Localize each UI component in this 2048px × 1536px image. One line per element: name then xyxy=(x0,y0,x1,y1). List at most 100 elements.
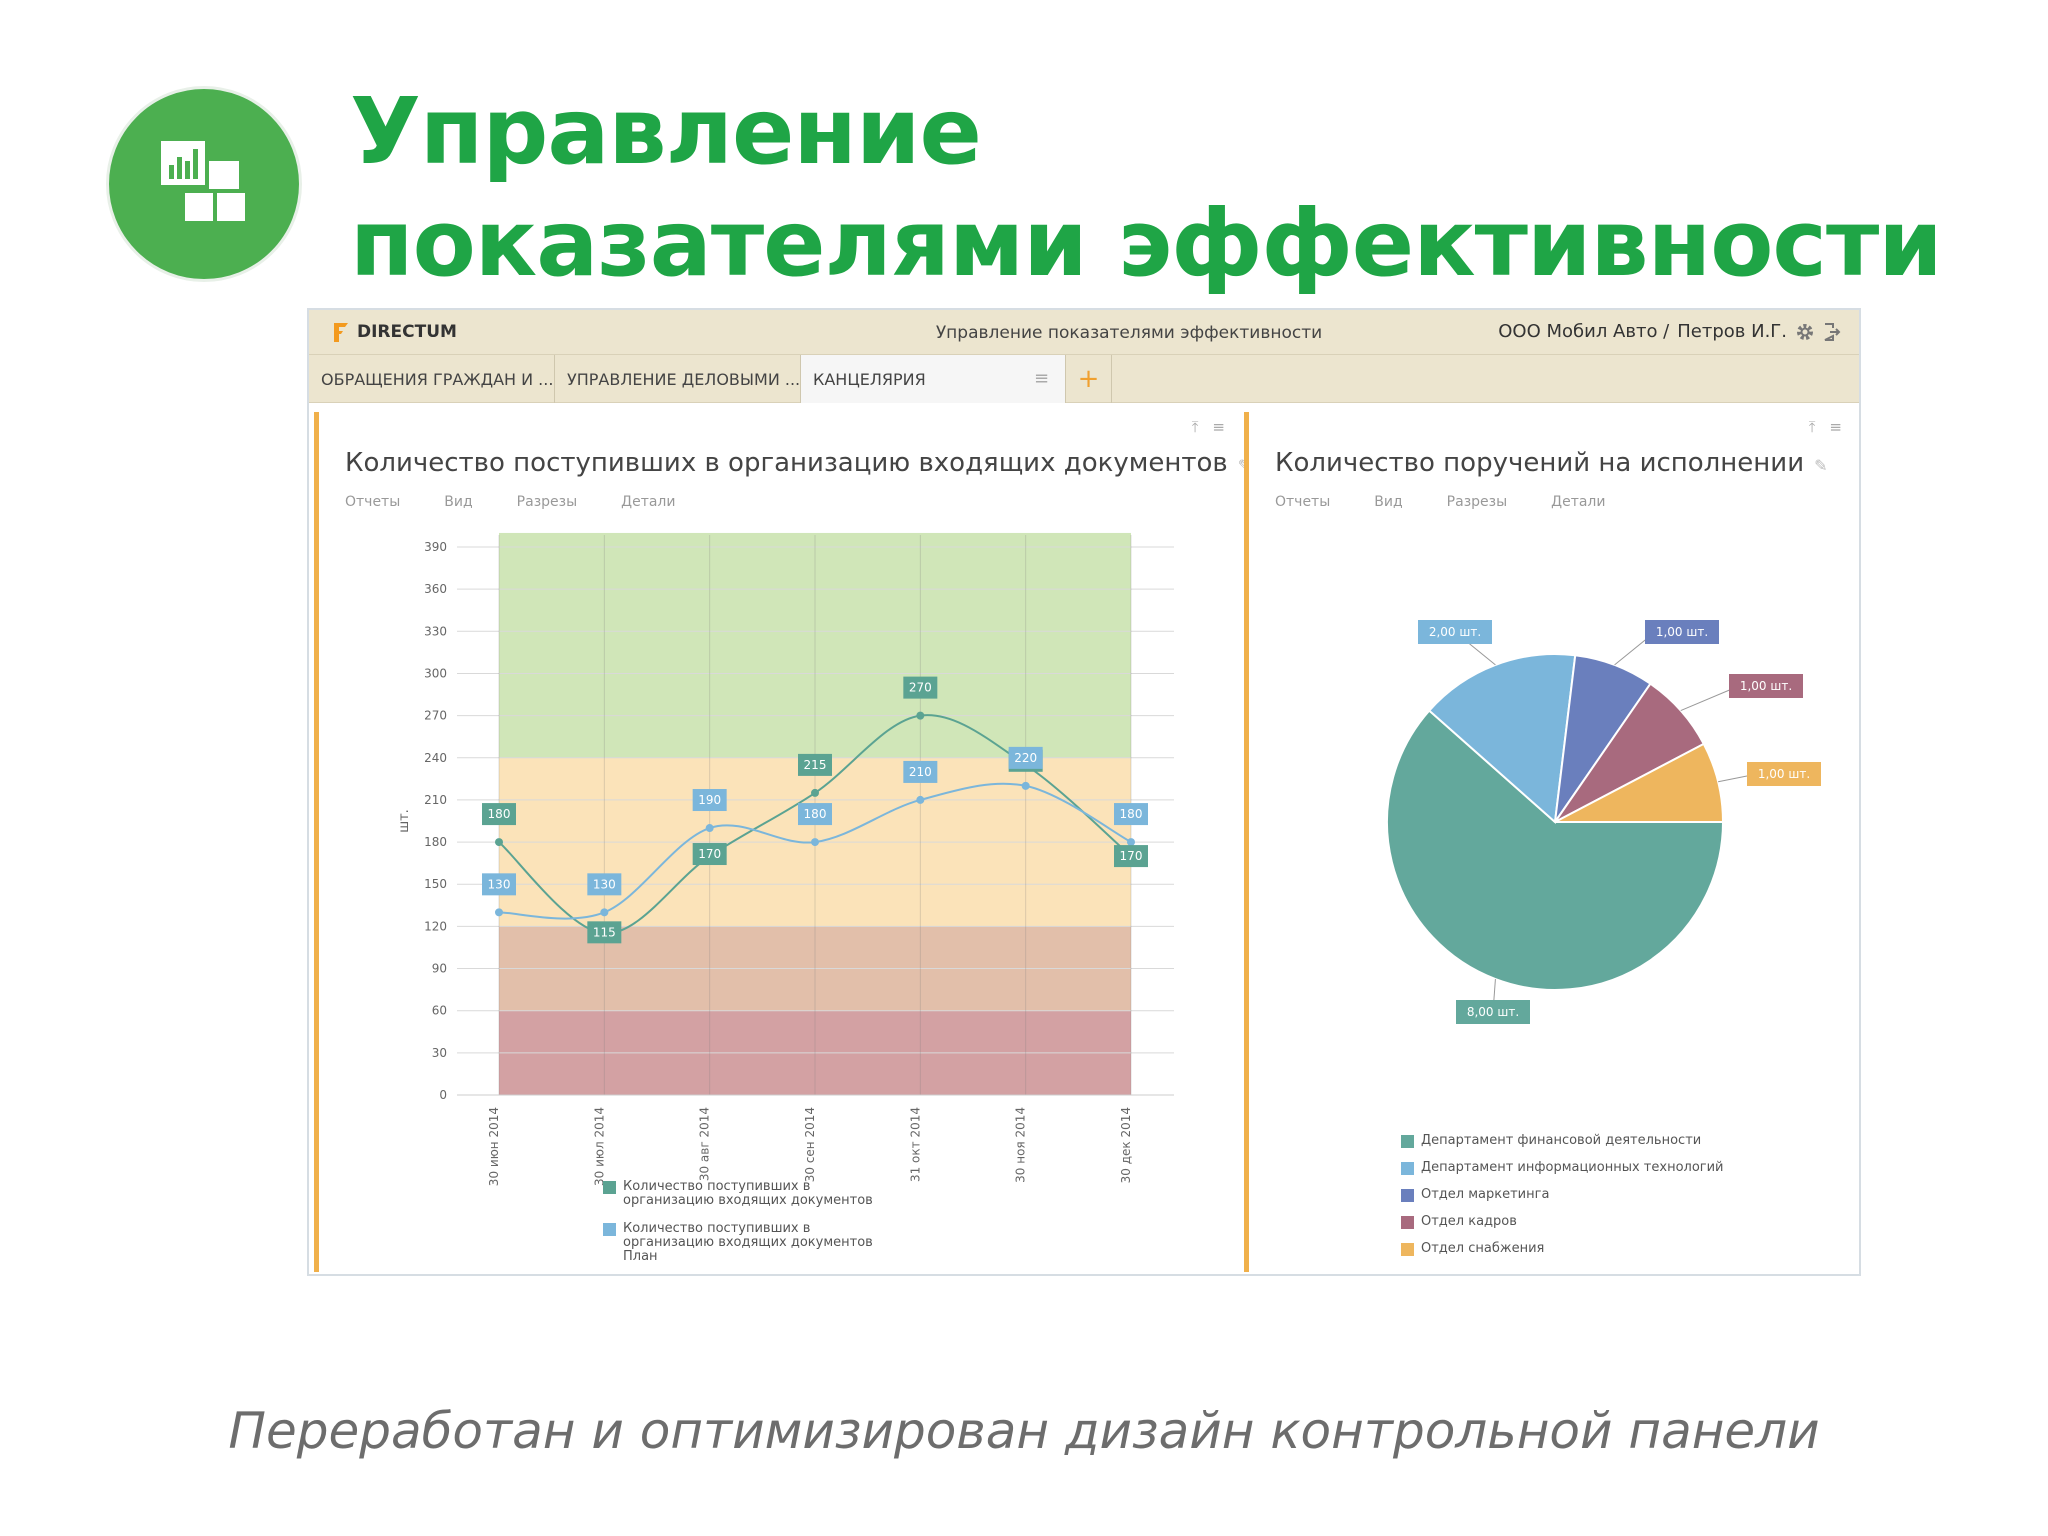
data-label-box xyxy=(692,789,727,812)
legend-item[interactable]: Отдел кадров xyxy=(1401,1215,1517,1229)
legend-label: Департамент финансовой деятельности xyxy=(1421,1133,1702,1148)
menu-reports[interactable]: Отчеты xyxy=(1275,494,1331,510)
data-point xyxy=(811,788,819,797)
menu-view[interactable]: Вид xyxy=(1374,494,1403,510)
data-label-box xyxy=(798,753,832,776)
app-window: DIRECTUM Управление показателями эффекти… xyxy=(307,308,1861,1276)
pie-label-box xyxy=(1645,620,1719,644)
legend-item[interactable]: Департамент информационных технологий xyxy=(1401,1161,1724,1175)
legend-item-actual[interactable]: Количество поступивших в организацию вхо… xyxy=(603,1180,903,1208)
threshold-band xyxy=(499,532,1131,758)
legend-swatch xyxy=(1401,1216,1414,1229)
data-label-box xyxy=(692,843,727,866)
data-point xyxy=(1127,838,1135,847)
data-label: 170 xyxy=(1120,849,1143,863)
widget-menu: Отчеты Вид Разрезы Детали xyxy=(1275,494,1649,510)
tab-menu-icon[interactable]: ≡ xyxy=(1034,368,1050,389)
y-tick-label: 30 xyxy=(432,1046,447,1060)
user-name[interactable]: Петров И.Г. xyxy=(1677,321,1787,342)
brand-logo[interactable]: DIRECTUM xyxy=(331,321,457,343)
x-tick-label: 31 окт 2014 xyxy=(908,1107,922,1182)
pie-label: 1,00 шт. xyxy=(1758,767,1810,781)
tab-chancery-label: КАНЦЕЛЯРИЯ xyxy=(813,369,926,389)
data-point xyxy=(495,908,503,917)
menu-slices[interactable]: Разрезы xyxy=(516,494,578,510)
data-label-box xyxy=(587,873,622,896)
gear-icon[interactable] xyxy=(1795,322,1815,342)
pin-icon[interactable]: ⤒ xyxy=(1808,418,1816,436)
pie-slice xyxy=(1386,709,1725,991)
legend-swatch xyxy=(603,1181,616,1194)
widget-title-text: Количество поручений на исполнении xyxy=(1275,448,1805,478)
line-chart: 0 30 60 90 120 150 180 210 240 270 300 330 360 390 шт.… xyxy=(397,532,1174,1186)
data-label-box xyxy=(903,676,938,699)
tab-bar: ОБРАЩЕНИЯ ГРАЖДАН И ... УПРАВЛЕНИЕ ДЕЛОВ… xyxy=(309,355,1859,403)
legend-item[interactable]: Отдел снабжения xyxy=(1401,1242,1544,1256)
y-tick-label: 270 xyxy=(424,709,447,723)
logout-icon[interactable] xyxy=(1823,322,1841,342)
widget-menu-icon[interactable]: ≡ xyxy=(1829,418,1842,436)
menu-reports[interactable]: Отчеты xyxy=(345,494,401,510)
pie-chart: 8,00 шт. 2,00 шт. 1,00 шт. 1,00 шт. 1,00 шт. xyxy=(1386,620,1821,1024)
menu-view[interactable]: Вид xyxy=(444,494,473,510)
data-label: 130 xyxy=(488,877,511,891)
data-label: 115 xyxy=(593,925,616,939)
widget-menu: Отчеты Вид Разрезы Детали xyxy=(345,494,719,510)
x-tick-label: 30 дек 2014 xyxy=(1119,1107,1133,1183)
user-area: ООО Мобил Авто / Петров И.Г. xyxy=(1498,321,1841,342)
widget-title: Количество поручений на исполнении ✎ xyxy=(1275,448,1828,478)
tab-business-management[interactable]: УПРАВЛЕНИЕ ДЕЛОВЫМИ ... xyxy=(555,355,801,403)
y-tick-label: 390 xyxy=(424,540,447,554)
x-tick-label: 30 сен 2014 xyxy=(803,1107,817,1182)
data-label: 190 xyxy=(698,793,721,807)
data-label: 220 xyxy=(1014,751,1037,765)
data-label-box xyxy=(1114,845,1148,868)
legend-item-plan[interactable]: Количество поступивших в организацию вхо… xyxy=(603,1222,903,1264)
y-tick-label: 0 xyxy=(439,1088,447,1102)
tab-citizen-appeals[interactable]: ОБРАЩЕНИЯ ГРАЖДАН И ... xyxy=(309,355,555,403)
legend-swatch xyxy=(1401,1243,1414,1256)
menu-details[interactable]: Детали xyxy=(621,494,676,510)
legend-item[interactable]: Отдел маркетинга xyxy=(1401,1188,1549,1202)
data-label: 215 xyxy=(804,758,827,772)
data-point xyxy=(811,838,819,847)
pencil-icon[interactable]: ✎ xyxy=(1814,456,1828,475)
x-tick-label: 30 июл 2014 xyxy=(592,1107,606,1186)
pin-icon[interactable]: ⤒ xyxy=(1191,418,1199,436)
app-title: Управление показателями эффективности xyxy=(935,323,1323,343)
data-label: 130 xyxy=(593,877,616,891)
widget-tools: ⤒ ≡ xyxy=(1192,418,1225,436)
slide-title: Управление показателями эффективности xyxy=(350,76,1943,300)
pie-label: 1,00 шт. xyxy=(1656,625,1708,639)
data-label-box xyxy=(482,873,516,896)
legend-item[interactable]: Департамент финансовой деятельности xyxy=(1401,1134,1701,1148)
widget-menu-icon[interactable]: ≡ xyxy=(1212,418,1225,436)
y-tick-label: 180 xyxy=(424,835,447,849)
data-label-box xyxy=(1114,803,1148,826)
tab-chancery[interactable]: КАНЦЕЛЯРИЯ xyxy=(801,355,1066,403)
legend-label: Отдел кадров xyxy=(1421,1214,1517,1229)
widget-assignments: ⤒ ≡ Количество поручений на исполнении ✎ … xyxy=(1244,412,1856,1272)
data-label: 170 xyxy=(698,847,721,861)
y-tick-label: 300 xyxy=(424,666,447,680)
data-label-box xyxy=(482,803,516,826)
data-point xyxy=(495,838,503,847)
widget-title: Количество поступивших в организацию вхо… xyxy=(345,448,1251,478)
legend-label: Отдел маркетинга xyxy=(1421,1187,1550,1202)
org-name[interactable]: ООО Мобил Авто / xyxy=(1498,321,1670,342)
data-label: 270 xyxy=(909,681,932,695)
data-label-box xyxy=(587,921,622,944)
legend-swatch xyxy=(1401,1189,1414,1202)
y-tick-label: 360 xyxy=(424,582,447,596)
widget-tools: ⤒ ≡ xyxy=(1809,418,1842,436)
data-point xyxy=(600,908,609,917)
add-tab-button[interactable]: + xyxy=(1066,355,1112,403)
legend-swatch xyxy=(603,1223,616,1236)
widget-incoming-documents: ⤒ ≡ Количество поступивших в организацию… xyxy=(314,412,1251,1272)
legend-label: Отдел снабжения xyxy=(1421,1241,1545,1256)
data-label-box xyxy=(798,803,832,826)
menu-slices[interactable]: Разрезы xyxy=(1446,494,1508,510)
y-tick-label: 90 xyxy=(432,962,447,976)
menu-details[interactable]: Детали xyxy=(1551,494,1606,510)
